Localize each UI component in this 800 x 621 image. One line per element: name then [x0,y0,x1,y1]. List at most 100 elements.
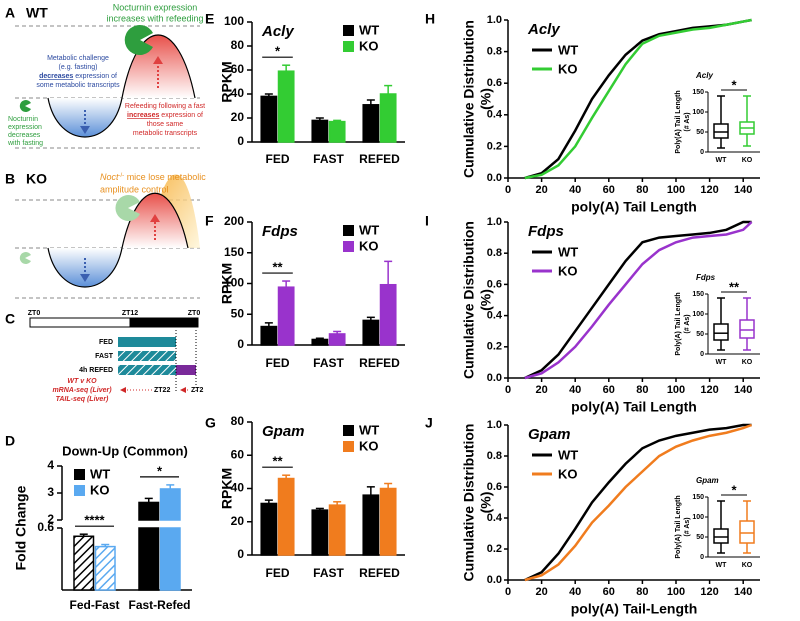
inset-y-label: Poly(A) Tail Length [675,90,682,153]
panel-letter: E [205,11,214,27]
error-bar [315,337,324,340]
inset-boxplot: 0 50 100 150 Gpam Poly(A) Tail Length (# As) WT… [675,476,760,569]
inset-y-tick-label: 0 [700,149,704,156]
bar-chart: 0.62 3 4 Down-Up (Common) Fold Change Fed-Fas… [13,443,192,612]
note-line: mRNA-seq (Liver) [52,387,112,394]
error-bar [282,64,291,72]
gene: Noct [100,172,119,182]
noct-up-note: Nocturnin expression increases with refe… [106,2,203,23]
inset-y-tick-label: 150 [692,494,704,501]
inset-y-tick-label: 0 [700,351,704,358]
box [713,528,729,544]
x-tick-label: 100 [667,184,685,196]
bar [362,494,380,556]
x-tick-label: 140 [734,184,752,196]
inset-title: Acly [695,71,713,80]
zt-marker: ZT2 [191,387,204,394]
x-axis-label: poly(A) Tail-Length [571,601,698,617]
x-tick-label: 0 [505,384,511,396]
y-tick-label: 0.6 [487,77,502,89]
bar [362,104,380,143]
inset-y-tick-label: 100 [692,109,704,116]
x-tick-label: FAST [313,566,344,580]
inset-y-label: (# As) [684,517,691,536]
legend-label: WT [359,422,379,437]
chart-title: Gpam [528,426,571,443]
x-tick-label: 40 [569,184,581,196]
refeed-note: Refeeding following a fast increases exp… [125,103,205,137]
legend-swatch [343,41,354,52]
cdf-chart: 0 20 40 60 80 100 120 140 0.0 0.2 0.4 0.6 0.8 1.0 poly… [461,216,760,415]
chart-title: Fdps [262,223,298,240]
assay-note: WT v KO mRNA-seq (Liver) TAIL-seq (Liver… [52,378,112,403]
y-tick-label: 0 [237,337,244,351]
inset-x-label: WT [716,359,728,366]
emphasis: decreases [39,73,73,80]
inset-x-label: KO [742,562,753,569]
x-tick-label: 0 [505,184,511,196]
legend-label: KO [558,61,578,76]
bar [328,120,346,143]
down-arrow-head [80,126,90,134]
panel-letter: H [425,11,435,27]
significance-label: ** [729,279,740,294]
refed-fast-bar [118,365,176,375]
y-tick-label: 4 [47,458,54,472]
y-tick-label: 50 [231,306,245,320]
curve [47,34,196,138]
legend-label: WT [90,466,110,481]
y-tick-label: 0.2 [487,341,502,353]
y-axis-label: (%) [478,289,494,311]
y-tick-label: 60 [231,62,245,76]
significance-label: **** [84,513,105,528]
diagram-title: WT [26,5,48,21]
bar [159,527,181,591]
error-bar [166,484,175,489]
x-tick-label: Fed-Fast [69,598,119,612]
challenge-note: Metabolic challenge (e.g. fasting) decre… [36,55,120,89]
legend-swatch [343,25,354,36]
nocturnin-icon-faded [19,252,31,265]
error-bar [315,507,324,511]
row-label: FAST [95,353,114,360]
box [713,123,729,139]
y-tick-label: 0.2 [487,140,502,152]
y-tick-label: 3 [47,485,54,499]
inset-x-label: WT [716,562,728,569]
arrow-head [120,387,126,393]
inset-y-label: Poly(A) Tail Length [675,292,682,355]
inset-x-label: WT [716,157,728,164]
panel-letter: B [5,171,15,187]
bar [277,286,295,346]
dark-phase [129,317,199,328]
panel-letter: F [205,213,214,229]
note-line: Refeeding following a fast [125,103,205,110]
y-tick-label: 0.0 [487,172,502,184]
bar [379,93,397,143]
trough [48,98,122,137]
note-line: expression [8,124,42,131]
inset-x-label: KO [742,157,753,164]
error-bar [144,497,153,503]
bar [379,487,397,556]
x-tick-label: 140 [734,586,752,598]
x-tick-label: REFED [359,566,400,580]
y-tick-label: 0.8 [487,46,502,58]
box [713,323,729,341]
x-tick-label: 120 [700,384,718,396]
error-bar [315,117,324,121]
panel-letters: A B C D E F G H I J [5,5,435,449]
y-tick-label: 0.6 [487,481,502,493]
error-bar [264,93,273,97]
zt-label: ZT12 [122,310,138,317]
note-line: with fasting [7,140,43,147]
note-line: Nocturnin [8,116,38,123]
bar [277,477,295,556]
nocturnin-icon-small [19,100,31,112]
x-tick-label: 60 [603,384,615,396]
cdf-line [524,423,752,582]
up-arrow-head [153,56,163,64]
bar [159,488,181,521]
diagram-title: KO [26,171,47,187]
bar [277,70,295,143]
